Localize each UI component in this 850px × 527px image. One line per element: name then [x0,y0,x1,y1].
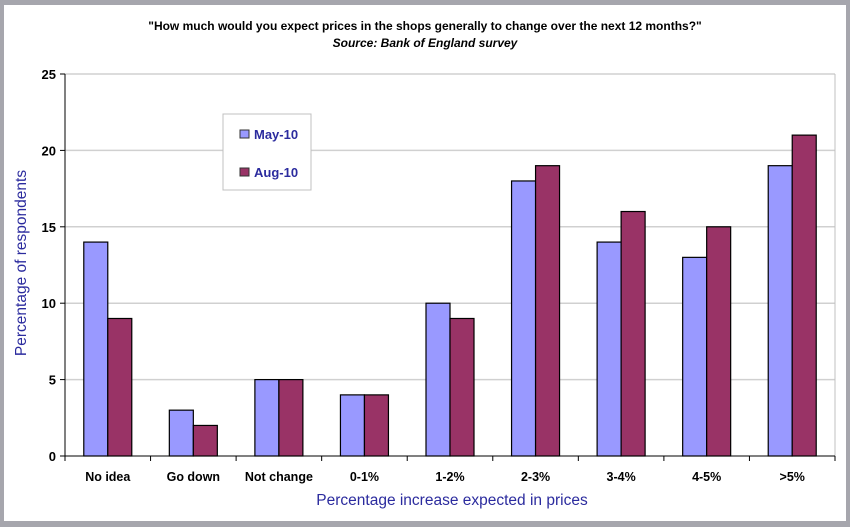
bar-aug-10-5 [534,165,561,457]
chart-frame: "How much would you expect prices in the… [4,5,846,521]
bar-chart: "How much would you expect prices in the… [13,19,836,509]
legend-swatch-may-10 [239,129,250,139]
bar-may-10-2 [254,379,280,457]
bar-aug-10-3 [363,394,390,457]
x-tick-label: 1-2% [435,470,464,484]
bar-aug-10-4 [449,317,475,457]
axes [60,73,836,461]
y-tick-label: 5 [49,373,56,388]
bar-may-10-0 [83,241,109,457]
bar-aug-10-6 [620,210,646,457]
y-tick-label: 15 [42,220,56,235]
y-tick-labels: 0 5 10 15 20 25 [42,67,56,464]
y-tick-label: 10 [42,296,56,311]
bar-may-10-3 [339,394,366,457]
bar-aug-10-7 [706,226,732,457]
x-tick-label: 4-5% [692,470,721,484]
bars [83,134,817,457]
chart-subtitle: Source: Bank of England survey [333,36,519,50]
x-tick-label: No idea [85,470,131,484]
y-tick-label: 20 [42,143,56,158]
chart-title: "How much would you expect prices in the… [148,19,702,33]
x-tick-labels: No idea Go down Not change 0-1% 1-2% 2-3% 3-4%… [85,470,805,484]
bar-may-10-4 [425,302,451,457]
bar-may-10-8 [767,165,793,457]
legend-label-aug-10: Aug-10 [254,165,298,180]
bar-aug-10-8 [791,134,817,457]
y-axis-label: Percentage of respondents [13,170,30,356]
x-tick-label: 3-4% [607,470,636,484]
x-tick-label: >5% [780,470,805,484]
x-tick-label: Go down [167,470,220,484]
bar-aug-10-1 [192,424,218,457]
legend-label-may-10: May-10 [254,127,298,142]
x-tick-label: Not change [245,470,313,484]
legend: May-10 Aug-10 [222,113,312,191]
bar-may-10-1 [168,409,194,457]
legend-box [222,113,312,191]
bar-aug-10-2 [278,379,304,457]
bar-may-10-6 [596,241,622,457]
y-tick-label: 0 [49,449,56,464]
legend-swatch-aug-10 [239,167,250,177]
x-tick-label: 2-3% [521,470,550,484]
bar-may-10-5 [510,180,537,457]
y-tick-label: 25 [42,67,56,82]
x-axis-label: Percentage increase expected in prices [316,492,588,509]
bar-aug-10-0 [107,317,133,457]
bar-may-10-7 [682,256,708,457]
x-tick-label: 0-1% [350,470,379,484]
